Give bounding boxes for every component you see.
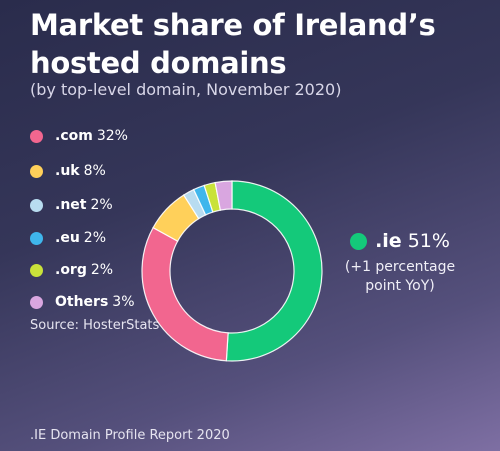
legend-dot-org bbox=[30, 263, 43, 277]
legend-value: 2% bbox=[83, 230, 106, 246]
ie-value: 51% bbox=[407, 230, 450, 252]
legend-label: Others bbox=[55, 294, 109, 310]
donut-slice-ie bbox=[225, 180, 323, 362]
legend-value: 8% bbox=[83, 163, 106, 179]
legend-value: 2% bbox=[90, 197, 113, 213]
legend-label: .uk bbox=[55, 163, 80, 179]
chart-title: Market share of Ireland’s hosted domains bbox=[30, 8, 436, 80]
legend-item-net: .net 2% bbox=[30, 195, 113, 215]
report-footer: .IE Domain Profile Report 2020 bbox=[30, 428, 230, 443]
legend-dot-com bbox=[30, 129, 43, 143]
donut-slice-others bbox=[214, 180, 233, 211]
legend-dot-net bbox=[30, 198, 43, 212]
chart-subtitle: (by top-level domain, November 2020) bbox=[30, 80, 342, 99]
legend-item-uk: .uk 8% bbox=[30, 161, 106, 181]
legend-dot-uk bbox=[30, 164, 43, 178]
legend-item-eu: .eu 2% bbox=[30, 228, 106, 248]
legend-value: 32% bbox=[96, 128, 128, 144]
legend-label: .eu bbox=[55, 230, 80, 246]
ie-yoy-note: (+1 percentage point YoY) bbox=[344, 259, 456, 294]
legend-label: .com bbox=[55, 128, 93, 144]
legend-item-org: .org 2% bbox=[30, 260, 113, 280]
ie-dot bbox=[350, 232, 368, 250]
ie-label: .ie bbox=[375, 230, 402, 252]
legend-value: 3% bbox=[112, 294, 135, 310]
source-note: Source: HosterStats bbox=[30, 318, 160, 333]
legend-label: .org bbox=[55, 262, 87, 278]
legend-value: 2% bbox=[90, 262, 114, 278]
legend-label: .net bbox=[55, 197, 87, 213]
legend-item-com: .com 32% bbox=[30, 126, 128, 146]
legend-dot-eu bbox=[30, 231, 43, 245]
ie-callout: .ie 51% (+1 percentage point YoY) bbox=[330, 230, 470, 296]
ie-callout-row: .ie 51% bbox=[330, 230, 470, 252]
legend-item-others: Others 3% bbox=[30, 292, 135, 312]
donut-slice-com bbox=[141, 226, 229, 362]
legend-dot-others bbox=[30, 295, 43, 309]
